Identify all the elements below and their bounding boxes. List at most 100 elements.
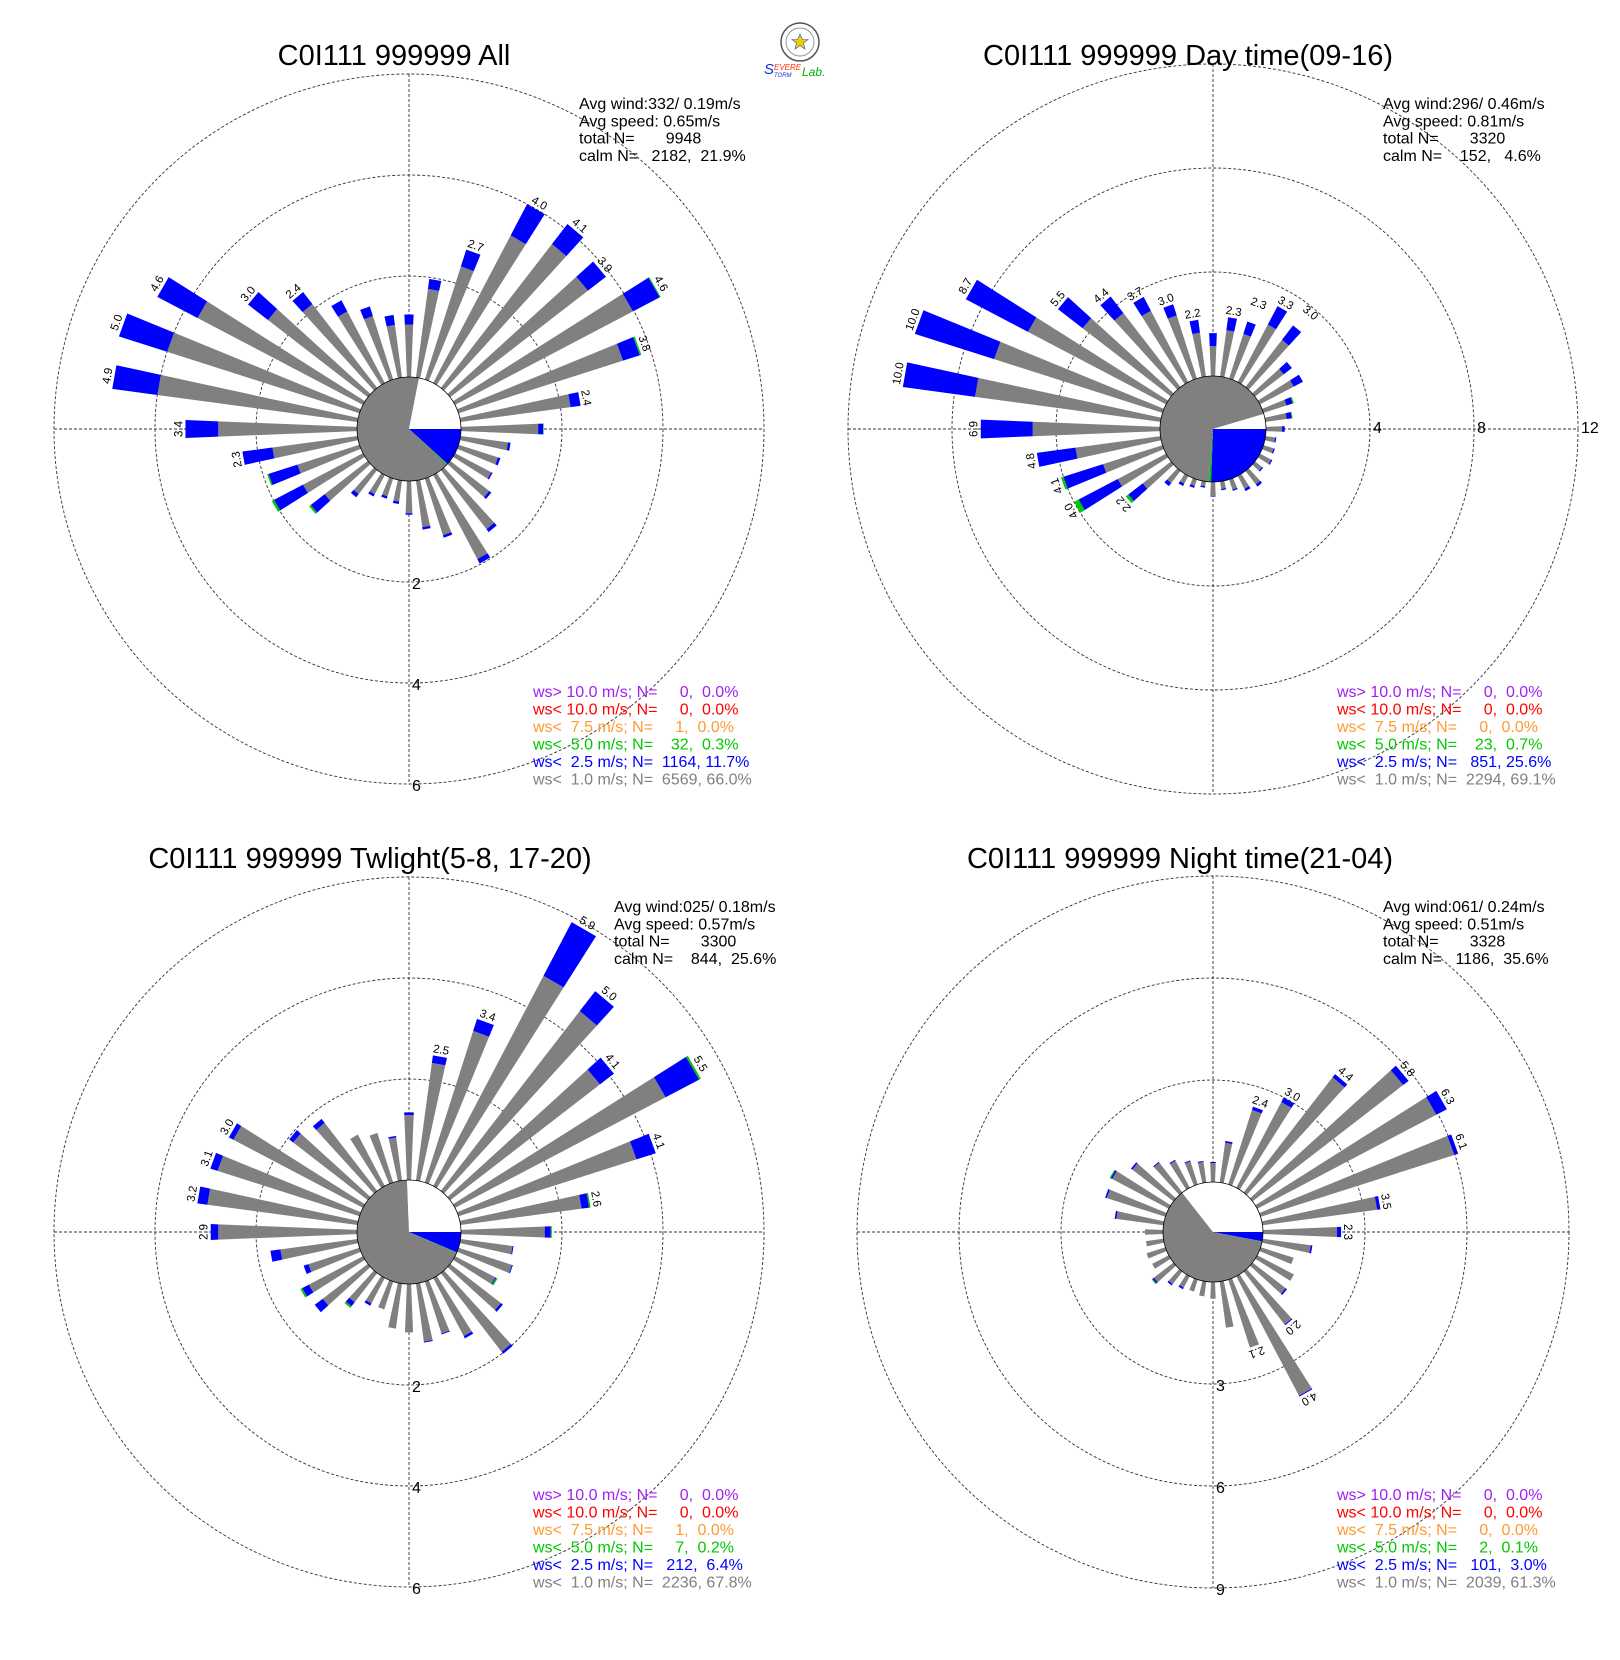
- stat-line: total N= 3300: [614, 934, 736, 951]
- bar-segment-lt1-210: [1179, 473, 1189, 484]
- bar-segment-lt2_5-130: [494, 1303, 503, 1312]
- pie-slice-lt1: [1163, 1192, 1263, 1282]
- legend-entry: ws< 1.0 m/s; N= 2236, 67.8%: [532, 1575, 752, 1592]
- bar-segment-lt1-70: [1262, 399, 1287, 413]
- bar-segment-lt1-330: [350, 1134, 385, 1189]
- bar-segment-lt1-90: [1262, 1227, 1338, 1237]
- bar-segment-lt2_5-230: [314, 1298, 329, 1313]
- bar-segment-lt1-50: [1249, 1070, 1404, 1202]
- bar-segment-lt1-40: [440, 1011, 597, 1194]
- bar-segment-lt1-10: [415, 288, 440, 379]
- bar-segment-lt1-150: [433, 1275, 472, 1337]
- bar-segment-lt1-100: [1261, 1238, 1311, 1254]
- stat-line: total N= 9948: [579, 131, 701, 148]
- bar-segment-lt2_5-170: [423, 1340, 433, 1343]
- bar-segment-lt1-50: [1252, 368, 1284, 397]
- bar-segment-lt1-360: [404, 1114, 414, 1181]
- bar-segment-lt2_5-70: [629, 1133, 656, 1160]
- bar-segment-lt2_5-360: [404, 314, 414, 325]
- bar-segment-lt1-200: [382, 477, 394, 497]
- bar-segment-lt2_5-10: [431, 1055, 447, 1066]
- bar-segment-lt1-20: [424, 1030, 490, 1184]
- bar-segment-lt2_5-340: [360, 306, 373, 320]
- bar-segment-lt1-170: [415, 1282, 433, 1342]
- bar-segment-lt1-220: [1168, 1268, 1183, 1285]
- bar-segment-lt2_5-300: [965, 279, 1037, 332]
- bar-segment-lt2_5-140: [501, 1344, 513, 1354]
- bar-value-label-70: 6.1: [1452, 1132, 1469, 1151]
- bar-segment-lt1-40: [1243, 1077, 1345, 1196]
- bar-segment-lt2_5-10: [1226, 317, 1238, 332]
- bar-segment-lt2_5-180: [1210, 495, 1216, 497]
- stat-line: Avg speed: 0.57m/s: [614, 916, 755, 933]
- bar-segment-lt1-130: [447, 460, 490, 498]
- bar-value-label-290: 3.1: [199, 1149, 216, 1168]
- bar-segment-lt2_5-150: [1298, 1388, 1313, 1397]
- bar-segment-lt1-240: [1117, 453, 1169, 487]
- bar-value-label-80: 2.4: [578, 389, 593, 407]
- bar-segment-lt1-240: [308, 1256, 366, 1293]
- bar-segment-lt2_5-250: [1063, 464, 1107, 489]
- bar-segment-lt2_5-180: [405, 513, 413, 515]
- bar-value-label-250: 4.1: [1049, 476, 1066, 495]
- bar-segment-lt2_5-310: [1130, 1162, 1138, 1170]
- ring-label: 4: [412, 1480, 421, 1497]
- bar-segment-lt2_5-120: [1268, 459, 1273, 465]
- bar-segment-lt1-30: [433, 975, 564, 1189]
- bar-segment-lt2_5-10: [427, 278, 442, 291]
- bar-segment-lt2_5-220: [1167, 1280, 1173, 1286]
- bar-segment-lt2_5-70: [1447, 1134, 1459, 1155]
- bar-segment-lt2_5-30: [1267, 306, 1288, 330]
- bar-segment-lt2_5-100: [1309, 1245, 1313, 1254]
- bar-segment-lt1-220: [1167, 468, 1181, 484]
- bar-value-label-20: 2.4: [1250, 1094, 1270, 1111]
- bar-segment-lt2_5-110: [508, 1264, 513, 1274]
- bar-segment-lt1-310: [267, 309, 371, 398]
- bar-segment-lt2_5-230: [310, 494, 331, 513]
- bar-segment-lt1-360: [1209, 346, 1217, 377]
- bar-segment-lt2_5-140: [1255, 480, 1262, 487]
- bar-segment-lt1-230: [324, 460, 371, 501]
- calm-circle: [1159, 375, 1267, 483]
- bar-segment-lt1-60: [452, 1077, 666, 1208]
- bar-segment-lt1-140: [1243, 1268, 1292, 1325]
- bar-segment-lt1-120: [1255, 1255, 1294, 1281]
- bar-segment-lt2_5-140: [486, 522, 497, 533]
- calm-circle: [356, 376, 462, 482]
- bar-segment-lt1-290: [217, 1155, 361, 1217]
- bar-segment-lt1-340: [1184, 1161, 1198, 1186]
- bar-segment-lt2_5-130: [484, 491, 492, 499]
- bar-segment-lt5-60: [686, 1055, 701, 1080]
- bar-segment-lt2_5-160: [442, 532, 453, 538]
- bar-segment-lt2_5-100: [506, 442, 511, 451]
- bar-segment-lt1-150: [1237, 473, 1250, 489]
- bar-segment-lt2_5-150: [1244, 486, 1251, 492]
- bar-segment-lt1-20: [424, 266, 474, 381]
- legend-entry: ws< 2.5 m/s; N= 851, 25.6%: [1336, 754, 1551, 771]
- stat-line: total N= 3328: [1383, 934, 1505, 951]
- bar-segment-lt2_5-70: [616, 337, 640, 361]
- bar-segment-lt2_5-50: [1279, 361, 1292, 375]
- bar-segment-lt1-250: [297, 444, 361, 474]
- bar-segment-lt2_5-40: [1332, 1074, 1348, 1088]
- bar-segment-lt2_5-40: [1281, 325, 1302, 346]
- bar-segment-lt2_5-290: [914, 310, 1001, 360]
- bar-segment-lt1-260: [272, 435, 359, 459]
- bar-segment-lt2_5-20: [473, 1018, 494, 1037]
- bar-segment-lt1-140: [440, 467, 495, 530]
- ring-label: 12: [1581, 420, 1599, 437]
- bar-segment-lt2_5-340: [1184, 1160, 1191, 1164]
- pie-slice-lt5: [409, 1232, 457, 1253]
- legend-entry: ws< 7.5 m/s; N= 0, 0.0%: [1336, 719, 1538, 736]
- bar-segment-lt2_5-90: [544, 1226, 551, 1238]
- bar-segment-lt1-310: [293, 1133, 371, 1201]
- bar-segment-lt1-270: [218, 1224, 358, 1240]
- legend-entry: ws< 10.0 m/s; N= 0, 0.0%: [1336, 1505, 1542, 1522]
- bar-segment-lt2_5-280: [197, 1186, 211, 1205]
- wind-rose-panel-2: 2.3 2.3 3.3 3.02.24.04.14.86.910.010.08.75.…: [847, 40, 1599, 795]
- bar-segment-lt1-120: [1257, 453, 1272, 465]
- bar-segment-lt5-250: [267, 473, 273, 486]
- bar-segment-lt1-230: [1142, 461, 1174, 489]
- bar-segment-lt2_5-260: [1036, 447, 1078, 467]
- bar-value-label-270: 3.4: [173, 420, 185, 437]
